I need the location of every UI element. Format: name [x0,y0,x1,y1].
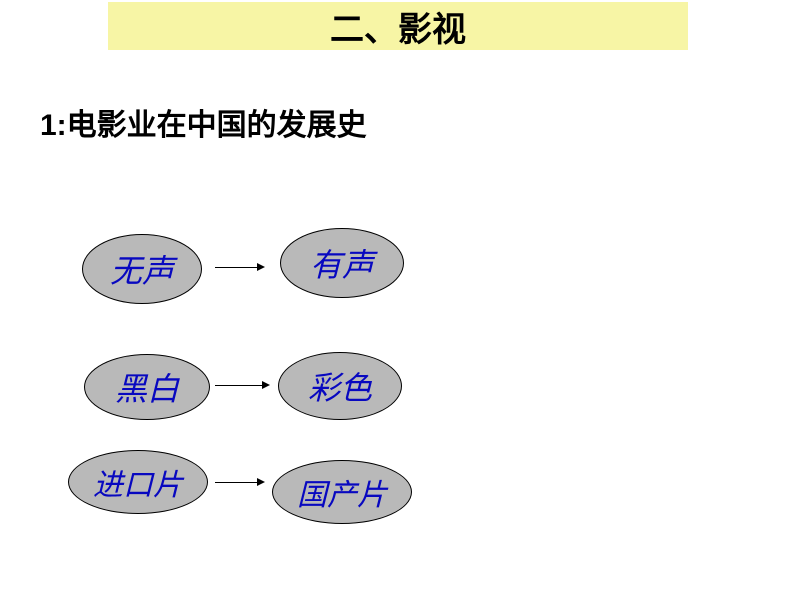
node-sound: 有声 [280,228,404,298]
title-text: 二、影视 [330,2,466,51]
node-imported: 进口片 [68,450,208,514]
node-blackwhite: 黑白 [84,354,210,420]
node-silent: 无声 [82,234,202,304]
node-domestic: 国产片 [272,460,412,524]
title-bar: 二、影视 [108,2,688,50]
subtitle-text: 1:电影业在中国的发展史 [40,100,367,144]
node-color: 彩色 [278,352,402,420]
